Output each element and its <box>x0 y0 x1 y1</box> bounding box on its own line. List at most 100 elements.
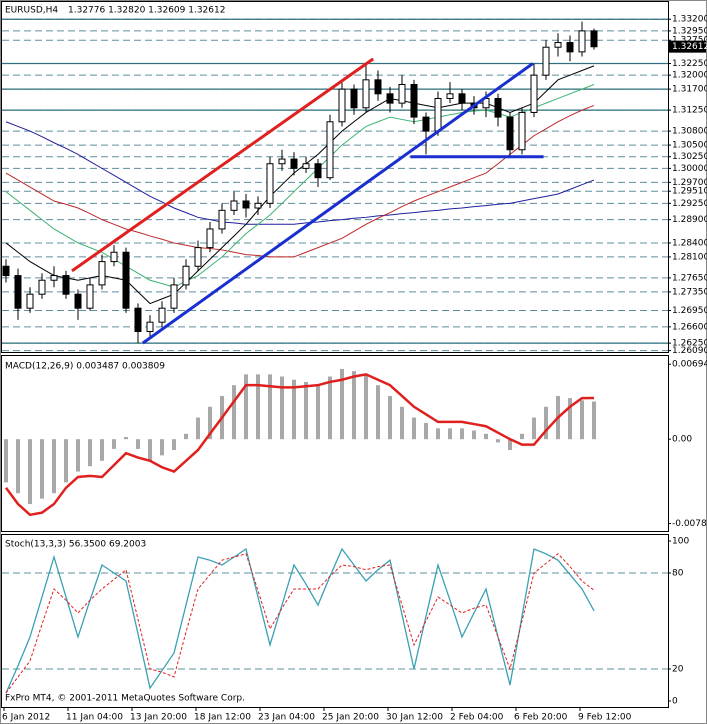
candle-body <box>362 79 370 109</box>
candle-body <box>338 88 346 123</box>
current-price-label: 1.32612 <box>672 42 707 52</box>
y-tick-label: 1.26600 <box>672 322 707 332</box>
candle-body <box>374 79 382 95</box>
x-tick-label: 30 Jan 12:00 <box>386 713 443 723</box>
y-tick-label: 0.00 <box>672 435 692 445</box>
current-price-box <box>668 40 706 53</box>
y-tick-label: 1.29510 <box>672 187 707 197</box>
y-tick-label: 100 <box>672 536 689 546</box>
candle-body <box>134 307 142 332</box>
macd-bar <box>544 406 548 440</box>
candle-body <box>38 279 46 295</box>
macd-bar <box>496 439 500 443</box>
candle-body <box>530 74 538 113</box>
y-tick-label: 1.27650 <box>672 273 707 283</box>
x-tick-label: 11 Jan 04:00 <box>66 713 123 723</box>
macd-bar <box>292 379 296 440</box>
macd-bar <box>472 430 476 440</box>
macd-bar <box>580 400 584 440</box>
y-tick-label: 1.29700 <box>672 178 707 188</box>
moving-average <box>5 121 595 225</box>
candle-body <box>542 46 550 76</box>
main-panel <box>1 1 669 353</box>
candle-body <box>170 284 178 309</box>
macd-bar <box>16 439 20 494</box>
candle-body <box>110 251 118 263</box>
y-tick-label: 1.26250 <box>672 339 707 349</box>
candle-body <box>314 163 322 179</box>
macd-bar <box>40 439 44 499</box>
macd-bar <box>304 381 308 440</box>
candle-body <box>446 93 454 99</box>
macd-bar <box>232 385 236 440</box>
candle-body <box>554 42 562 48</box>
candle-body <box>566 42 574 53</box>
y-tick-label: 1.30500 <box>672 141 707 151</box>
y-tick-label: 1.32000 <box>672 71 707 81</box>
stoch-panel <box>1 534 669 708</box>
x-tick-label: 9 Feb 12:00 <box>578 713 632 723</box>
candle-body <box>206 228 214 249</box>
macd-bar <box>436 428 440 440</box>
candle-body <box>506 116 514 151</box>
y-tick-label: 0 <box>672 696 678 706</box>
macd-bar <box>376 385 380 440</box>
ohlc-header: 1.32776 1.32820 1.32609 1.32612 <box>68 6 225 16</box>
y-tick-label: 80 <box>672 568 684 578</box>
x-tick-label: 6 Jan 2012 <box>2 713 50 723</box>
candle-body <box>590 30 598 48</box>
symbol: EURUSD,H4 <box>5 6 58 16</box>
candle-body <box>302 163 310 169</box>
y-tick-label: 1.30800 <box>672 127 707 137</box>
macd-signal <box>4 373 595 517</box>
candle-body <box>410 83 418 118</box>
candle-body <box>494 97 502 118</box>
candle-body <box>398 83 406 104</box>
macd-bar <box>4 439 8 483</box>
candle-body <box>290 158 298 169</box>
candle-body <box>230 200 238 211</box>
y-tick-label: 1.33200 <box>672 15 707 25</box>
y-tick-label: 1.30250 <box>672 152 707 162</box>
macd-bar <box>388 395 392 440</box>
candle-body <box>278 158 286 165</box>
macd-bar <box>508 439 512 450</box>
y-tick-label: 1.27350 <box>672 287 707 297</box>
macd-bar <box>244 374 248 440</box>
candle-body <box>326 121 334 179</box>
y-tick-label: 1.28900 <box>672 215 707 225</box>
candle-body <box>218 209 226 230</box>
candle-body <box>122 251 130 309</box>
x-tick-label: 2 Feb 04:00 <box>450 713 504 723</box>
y-tick-label: 1.26950 <box>672 306 707 316</box>
candle-body <box>422 116 430 132</box>
macd-bar <box>532 417 536 440</box>
candle-body <box>386 93 394 104</box>
macd-bar <box>352 371 356 440</box>
stoch-signal <box>5 553 595 694</box>
macd-bar <box>328 376 332 440</box>
macd-bar <box>568 398 572 440</box>
y-tick-label: 1.28100 <box>672 252 707 262</box>
candle-body <box>2 265 10 277</box>
candle-body <box>146 321 154 332</box>
y-tick-label: 1.28400 <box>672 238 707 248</box>
macd-bar <box>100 439 104 461</box>
macd-bar <box>256 374 260 440</box>
footer: FxPro MT4, © 2001-2011 MetaQuotes Softwa… <box>5 694 245 704</box>
candle-body <box>350 88 358 109</box>
y-tick-label: 1.31250 <box>672 106 707 116</box>
macd-bar <box>484 433 488 440</box>
macd-bar <box>112 439 116 449</box>
y-tick-label: 20 <box>672 664 684 674</box>
macd-bar <box>76 439 80 472</box>
macd-bar <box>316 385 320 440</box>
moving-average <box>5 104 595 258</box>
macd-bar <box>136 439 140 449</box>
candle-body <box>26 293 34 309</box>
x-tick-label: 18 Jan 12:00 <box>194 713 251 723</box>
macd-bar <box>424 422 428 440</box>
candle-body <box>182 265 190 286</box>
